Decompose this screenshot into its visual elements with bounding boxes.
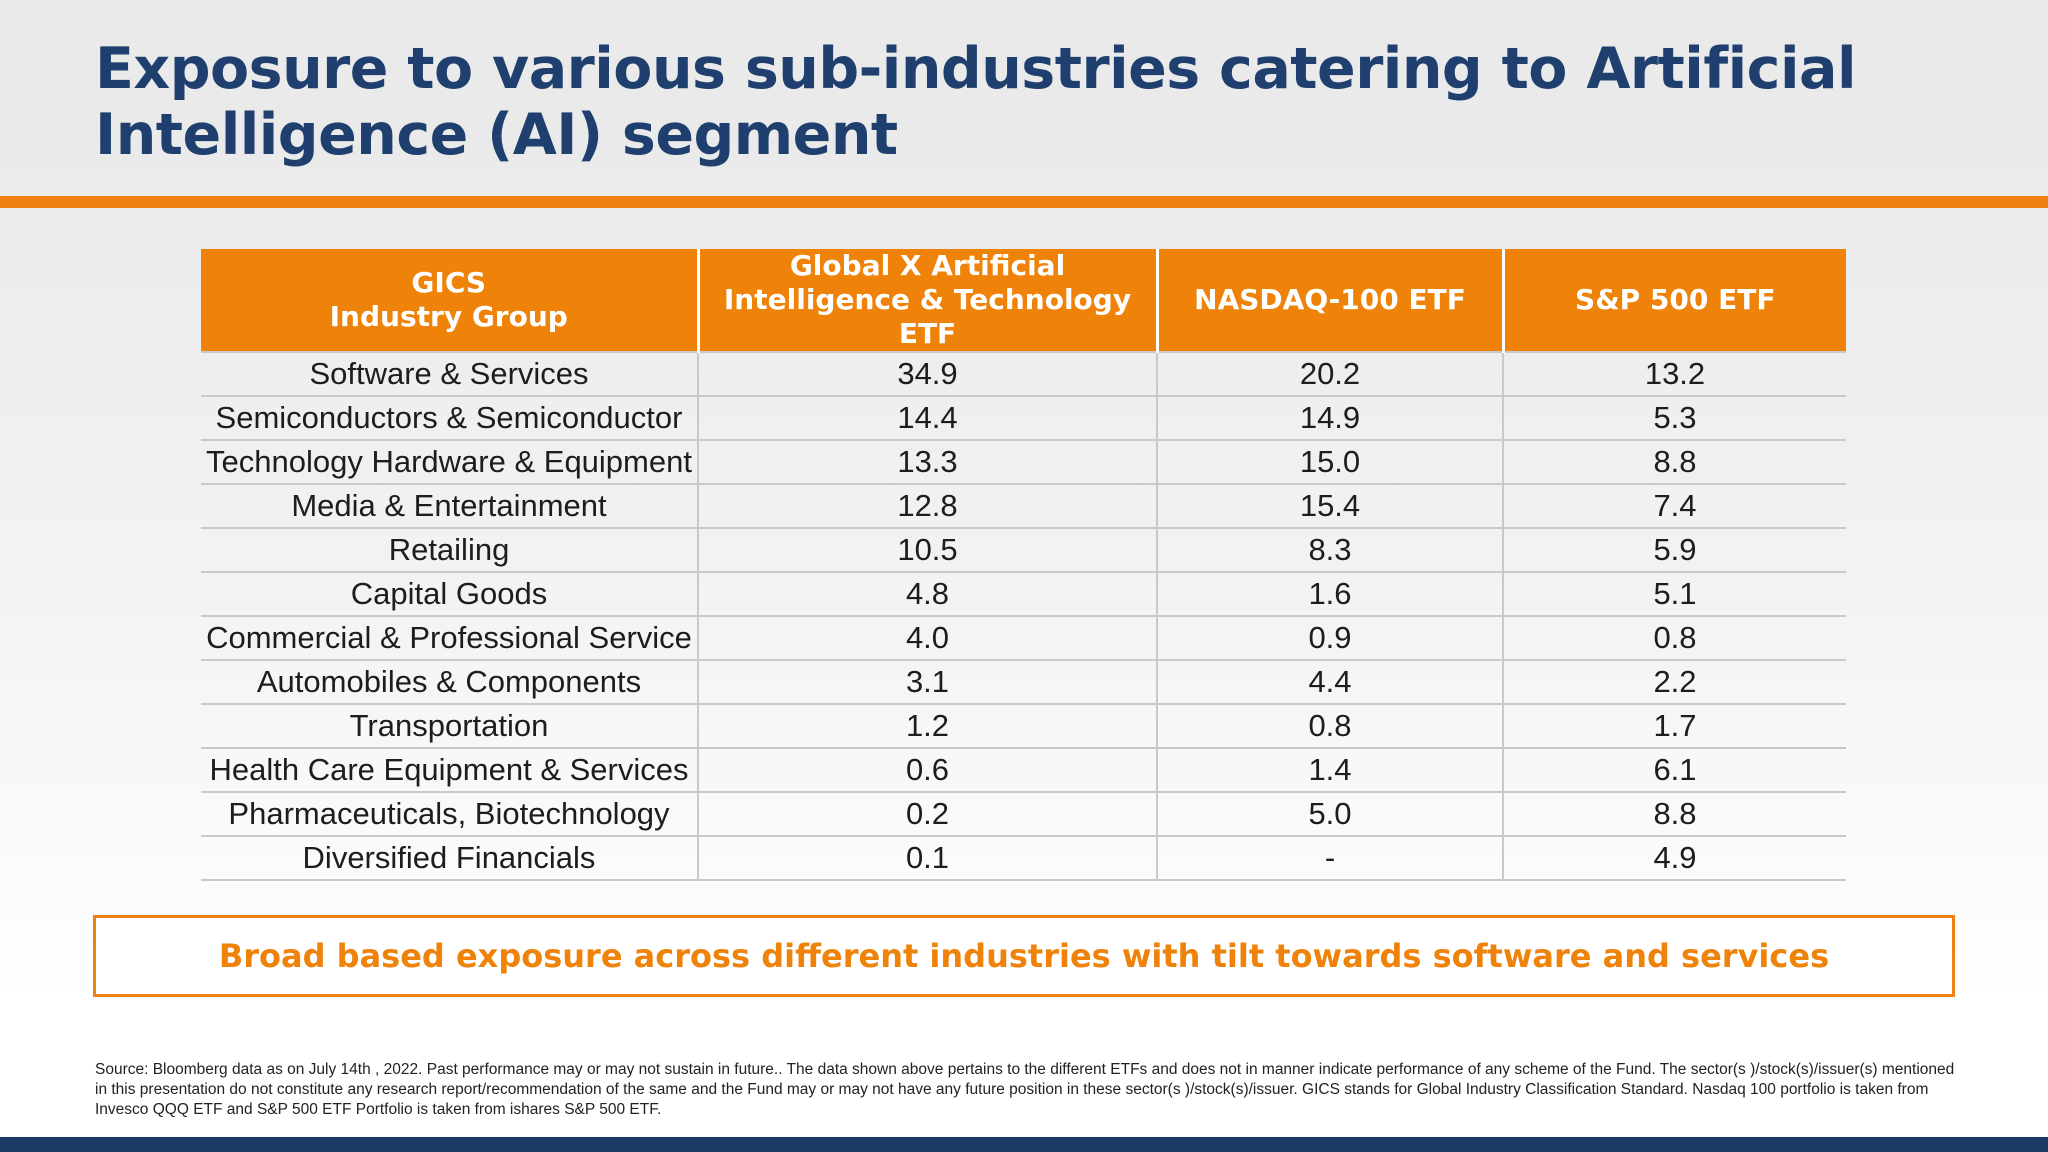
cell-global-x-ai-value: 4.0 (697, 616, 1157, 661)
header-gics-industry-group: GICS Industry Group (201, 249, 698, 352)
cell-industry-group: Commercial & Professional Service (201, 616, 698, 661)
cell-nasdaq-100-value: 4.4 (1156, 660, 1503, 705)
table-header-row: GICS Industry Group Global X Artificial In… (201, 249, 1846, 352)
cell-sp-500-value: 8.8 (1502, 440, 1846, 485)
callout-text: Broad based exposure across different in… (218, 937, 1830, 975)
cell-sp-500-value: 0.8 (1502, 616, 1846, 661)
cell-industry-group: Retailing (201, 528, 698, 573)
cell-nasdaq-100-value: 5.0 (1156, 792, 1503, 837)
cell-global-x-ai-value: 1.2 (697, 704, 1157, 749)
cell-industry-group: Capital Goods (201, 572, 698, 617)
cell-nasdaq-100-value: 8.3 (1156, 528, 1503, 573)
cell-sp-500-value: 13.2 (1502, 351, 1846, 397)
cell-nasdaq-100-value: 1.6 (1156, 572, 1503, 617)
cell-nasdaq-100-value: 0.8 (1156, 704, 1503, 749)
cell-industry-group: Media & Entertainment (201, 484, 698, 529)
table-row: Media & Entertainment 12.8 15.4 7.4 (201, 484, 1846, 529)
callout-box: Broad based exposure across different in… (93, 915, 1955, 997)
cell-nasdaq-100-value: 15.0 (1156, 440, 1503, 485)
cell-industry-group: Pharmaceuticals, Biotechnology (201, 792, 698, 837)
cell-global-x-ai-value: 0.6 (697, 748, 1157, 793)
cell-sp-500-value: 5.9 (1502, 528, 1846, 573)
cell-nasdaq-100-value: 20.2 (1156, 351, 1503, 397)
cell-industry-group: Health Care Equipment & Services (201, 748, 698, 793)
cell-sp-500-value: 2.2 (1502, 660, 1846, 705)
table-row: Technology Hardware & Equipment 13.3 15.0 8… (201, 440, 1846, 485)
cell-global-x-ai-value: 0.2 (697, 792, 1157, 837)
header-nasdaq-100-etf: NASDAQ-100 ETF (1155, 249, 1503, 352)
table-row: Software & Services 34.9 20.2 13.2 (201, 351, 1846, 397)
cell-global-x-ai-value: 14.4 (697, 396, 1157, 441)
cell-industry-group: Technology Hardware & Equipment (201, 440, 698, 485)
cell-industry-group: Diversified Financials (201, 836, 698, 881)
table-row: Automobiles & Components 3.1 4.4 2.2 (201, 660, 1846, 705)
cell-nasdaq-100-value: 1.4 (1156, 748, 1503, 793)
table-row: Diversified Financials 0.1-4.9 (201, 836, 1846, 881)
table-row: Commercial & Professional Service 4.0 0.9 0… (201, 616, 1846, 661)
footer-bar (0, 1137, 2048, 1152)
table-row: Semiconductors & Semiconductor 14.4 14.9 5.… (201, 396, 1846, 441)
cell-nasdaq-100-value: 14.9 (1156, 396, 1503, 441)
cell-sp-500-value: 5.3 (1502, 396, 1846, 441)
cell-global-x-ai-value: 12.8 (697, 484, 1157, 529)
cell-industry-group: Automobiles & Components (201, 660, 698, 705)
cell-sp-500-value: 5.1 (1502, 572, 1846, 617)
cell-industry-group: Transportation (201, 704, 698, 749)
cell-sp-500-value: 7.4 (1502, 484, 1846, 529)
title-divider (0, 196, 2048, 208)
cell-sp-500-value: 1.7 (1502, 704, 1846, 749)
header-global-x-ai-etf: Global X Artificial Intelligence & Techno… (696, 249, 1157, 352)
cell-global-x-ai-value: 3.1 (697, 660, 1157, 705)
cell-industry-group: Semiconductors & Semiconductor (201, 396, 698, 441)
table-row: Retailing 10.5 8.3 5.9 (201, 528, 1846, 573)
cell-global-x-ai-value: 0.1 (697, 836, 1157, 881)
source-footnote: Source: Bloomberg data as on July 14th ,… (95, 1061, 1955, 1118)
cell-industry-group: Software & Services (201, 351, 698, 397)
header-sp-500-etf: S&P 500 ETF (1501, 249, 1846, 352)
exposure-table: GICS Industry Group Global X Artificial In… (201, 249, 1846, 881)
cell-sp-500-value: 4.9 (1502, 836, 1846, 881)
cell-global-x-ai-value: 13.3 (697, 440, 1157, 485)
cell-global-x-ai-value: 4.8 (697, 572, 1157, 617)
table-row: Pharmaceuticals, Biotechnology 0.2 5.0 8.8 (201, 792, 1846, 837)
cell-nasdaq-100-value: - (1156, 836, 1503, 881)
table-row: Capital Goods 4.8 1.6 5.1 (201, 572, 1846, 617)
cell-global-x-ai-value: 10.5 (697, 528, 1157, 573)
cell-sp-500-value: 8.8 (1502, 792, 1846, 837)
cell-nasdaq-100-value: 15.4 (1156, 484, 1503, 529)
page-title: Exposure to various sub-industries cater… (95, 36, 1857, 168)
cell-sp-500-value: 6.1 (1502, 748, 1846, 793)
cell-nasdaq-100-value: 0.9 (1156, 616, 1503, 661)
table-body: Software & Services 34.9 20.2 13.2 Semicondu… (201, 351, 1846, 881)
cell-global-x-ai-value: 34.9 (697, 351, 1157, 397)
table-row: Health Care Equipment & Services 0.6 1.4 6.… (201, 748, 1846, 793)
table-row: Transportation 1.2 0.8 1.7 (201, 704, 1846, 749)
